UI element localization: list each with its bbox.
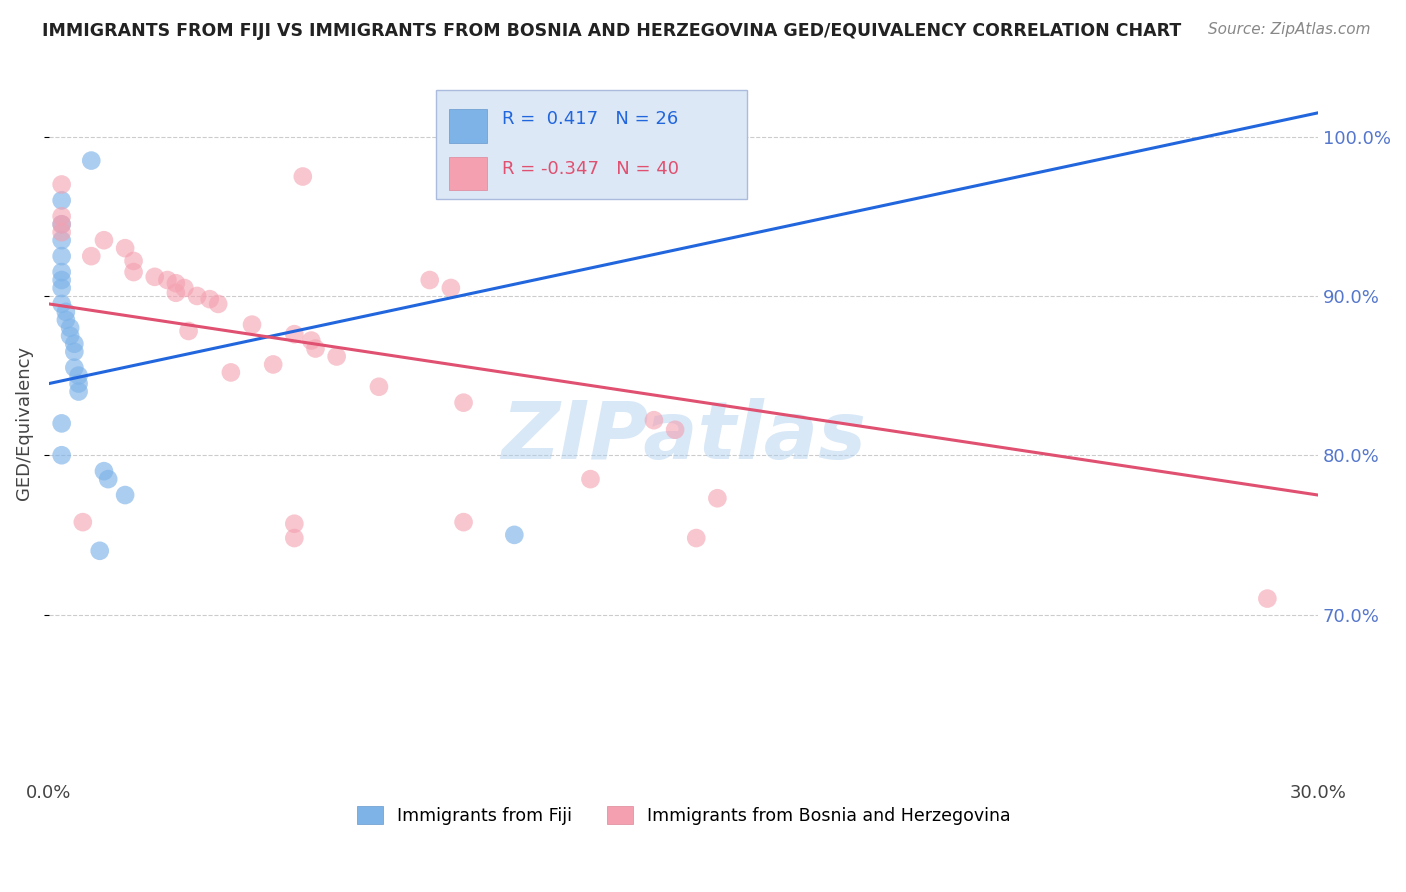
Point bbox=[67, 376, 90, 391]
Point bbox=[63, 344, 86, 359]
Point bbox=[240, 318, 263, 332]
Point bbox=[51, 265, 73, 279]
Text: Source: ZipAtlas.com: Source: ZipAtlas.com bbox=[1208, 22, 1371, 37]
Point bbox=[503, 528, 526, 542]
Point bbox=[51, 417, 73, 431]
Point bbox=[51, 194, 73, 208]
Point bbox=[156, 273, 179, 287]
Point bbox=[122, 265, 145, 279]
Point bbox=[325, 350, 347, 364]
Point bbox=[368, 380, 391, 394]
Point bbox=[143, 269, 166, 284]
FancyBboxPatch shape bbox=[449, 109, 486, 143]
Point bbox=[114, 241, 136, 255]
Text: R = -0.347   N = 40: R = -0.347 N = 40 bbox=[502, 160, 679, 178]
Point bbox=[706, 491, 728, 506]
Point bbox=[80, 249, 103, 263]
Point bbox=[643, 413, 665, 427]
Point bbox=[283, 516, 305, 531]
Y-axis label: GED/Equivalency: GED/Equivalency bbox=[15, 346, 32, 500]
Point bbox=[219, 366, 242, 380]
Point bbox=[1256, 591, 1278, 606]
Point bbox=[93, 464, 115, 478]
Point bbox=[440, 281, 463, 295]
Point bbox=[283, 531, 305, 545]
Point bbox=[419, 273, 441, 287]
Point bbox=[51, 217, 73, 231]
Point bbox=[186, 289, 208, 303]
Point bbox=[89, 543, 111, 558]
Text: IMMIGRANTS FROM FIJI VS IMMIGRANTS FROM BOSNIA AND HERZEGOVINA GED/EQUIVALENCY C: IMMIGRANTS FROM FIJI VS IMMIGRANTS FROM … bbox=[42, 22, 1181, 40]
Point bbox=[283, 327, 305, 342]
Point bbox=[453, 395, 475, 409]
Point bbox=[63, 360, 86, 375]
Point bbox=[97, 472, 120, 486]
Point bbox=[304, 342, 326, 356]
FancyBboxPatch shape bbox=[449, 157, 486, 190]
Point bbox=[198, 292, 221, 306]
Point bbox=[51, 448, 73, 462]
Point bbox=[664, 423, 686, 437]
Point bbox=[80, 153, 103, 168]
Point bbox=[207, 297, 229, 311]
Point bbox=[51, 281, 73, 295]
Point bbox=[262, 358, 284, 372]
Point bbox=[165, 277, 187, 291]
Point bbox=[55, 313, 77, 327]
Point bbox=[55, 305, 77, 319]
Legend: Immigrants from Fiji, Immigrants from Bosnia and Herzegovina: Immigrants from Fiji, Immigrants from Bo… bbox=[357, 805, 1010, 825]
Text: R =  0.417   N = 26: R = 0.417 N = 26 bbox=[502, 110, 678, 128]
Point bbox=[579, 472, 602, 486]
Point bbox=[177, 324, 200, 338]
Point bbox=[51, 273, 73, 287]
Point bbox=[51, 233, 73, 247]
Point bbox=[173, 281, 195, 295]
Point bbox=[51, 178, 73, 192]
Text: ZIPatlas: ZIPatlas bbox=[501, 399, 866, 476]
Point bbox=[299, 334, 322, 348]
Point bbox=[453, 515, 475, 529]
Point bbox=[114, 488, 136, 502]
Point bbox=[165, 285, 187, 300]
Point bbox=[59, 321, 82, 335]
Point bbox=[122, 254, 145, 268]
Point bbox=[72, 515, 94, 529]
FancyBboxPatch shape bbox=[436, 90, 747, 199]
Point bbox=[51, 249, 73, 263]
Point bbox=[51, 210, 73, 224]
Point bbox=[685, 531, 707, 545]
Point bbox=[67, 384, 90, 399]
Point bbox=[93, 233, 115, 247]
Point bbox=[51, 217, 73, 231]
Point bbox=[63, 336, 86, 351]
Point bbox=[51, 297, 73, 311]
Point bbox=[291, 169, 314, 184]
Point bbox=[51, 225, 73, 239]
Point bbox=[67, 368, 90, 383]
Point bbox=[59, 328, 82, 343]
